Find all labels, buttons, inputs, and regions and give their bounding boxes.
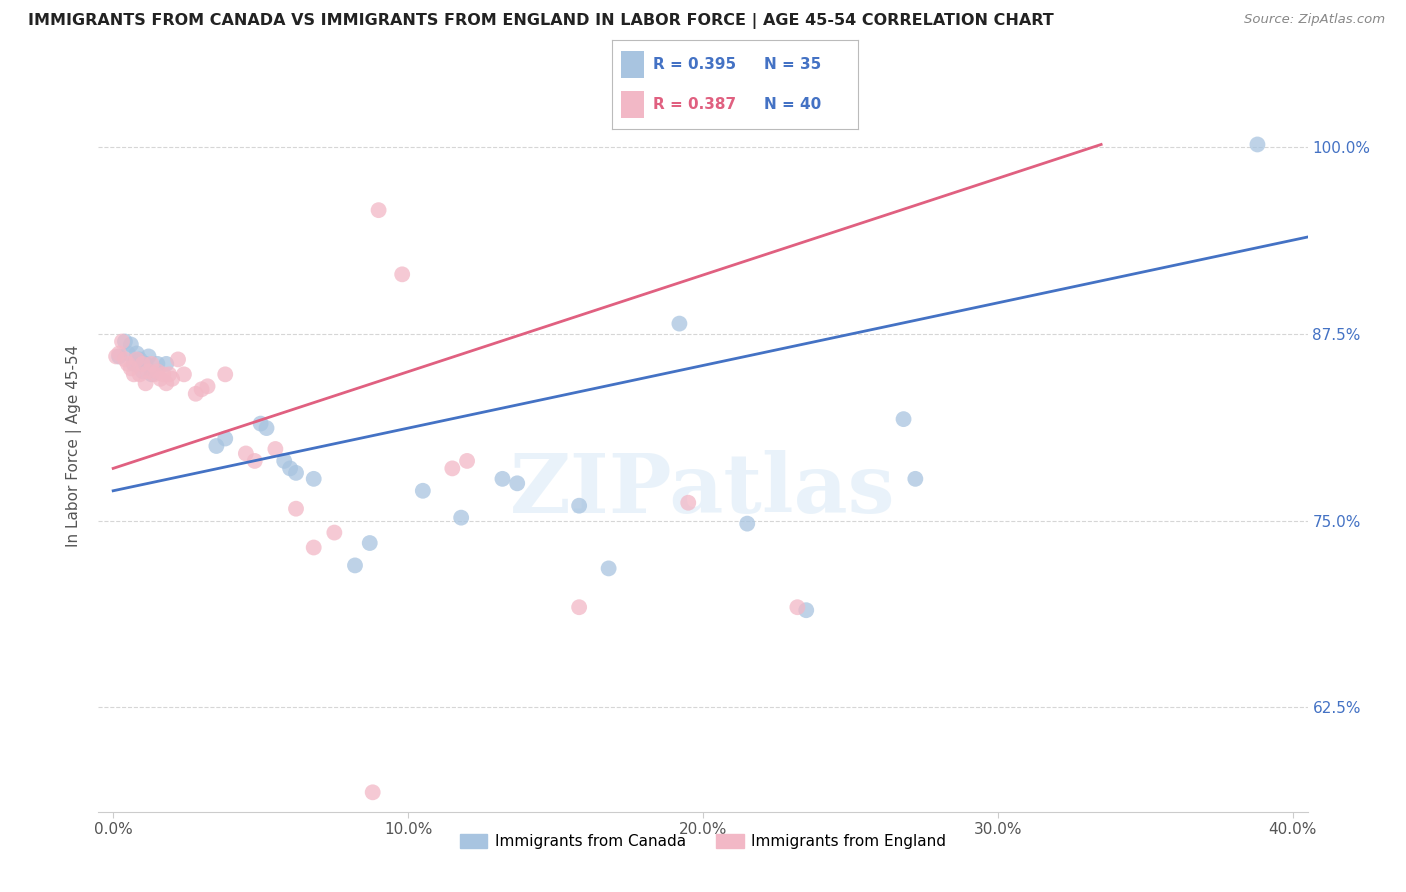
- Point: [1246, 137, 1268, 152]
- Point: [141, 357, 163, 371]
- Point: [197, 379, 219, 393]
- Point: [893, 412, 915, 426]
- Point: [678, 496, 700, 510]
- Point: [214, 368, 236, 382]
- Point: [786, 600, 808, 615]
- Point: [359, 536, 381, 550]
- Point: [160, 372, 183, 386]
- Point: [117, 346, 139, 360]
- Point: [122, 368, 145, 382]
- Point: [135, 357, 157, 371]
- Text: N = 40: N = 40: [765, 97, 821, 112]
- Point: [285, 466, 308, 480]
- Point: [125, 352, 148, 367]
- Point: [120, 337, 142, 351]
- Point: [568, 600, 591, 615]
- Point: [302, 541, 325, 555]
- Point: [111, 334, 134, 349]
- Point: [155, 357, 177, 371]
- Point: [105, 350, 128, 364]
- Point: [155, 376, 177, 391]
- Point: [302, 472, 325, 486]
- Point: [568, 499, 591, 513]
- Point: [243, 454, 266, 468]
- Point: [114, 352, 136, 367]
- Bar: [621, 91, 644, 118]
- Point: [278, 461, 301, 475]
- Point: [149, 372, 172, 386]
- Text: N = 35: N = 35: [765, 57, 821, 71]
- Point: [441, 461, 464, 475]
- Point: [264, 442, 287, 456]
- Bar: [621, 51, 644, 78]
- Text: R = 0.395: R = 0.395: [654, 57, 737, 71]
- Text: IMMIGRANTS FROM CANADA VS IMMIGRANTS FROM ENGLAND IN LABOR FORCE | AGE 45-54 COR: IMMIGRANTS FROM CANADA VS IMMIGRANTS FRO…: [28, 13, 1054, 29]
- Point: [167, 352, 190, 367]
- Point: [598, 561, 620, 575]
- Point: [141, 368, 163, 382]
- Point: [323, 525, 346, 540]
- Point: [122, 357, 145, 371]
- Point: [146, 364, 169, 378]
- Point: [157, 368, 180, 382]
- Point: [391, 268, 413, 282]
- Y-axis label: In Labor Force | Age 45-54: In Labor Force | Age 45-54: [66, 345, 83, 547]
- Point: [235, 446, 257, 460]
- Point: [904, 472, 927, 486]
- Point: [131, 357, 153, 371]
- Point: [117, 357, 139, 371]
- Point: [128, 368, 150, 382]
- Point: [138, 350, 160, 364]
- Point: [205, 439, 228, 453]
- Legend: Immigrants from Canada, Immigrants from England: Immigrants from Canada, Immigrants from …: [453, 828, 953, 855]
- Point: [131, 364, 153, 378]
- Point: [143, 368, 166, 382]
- Point: [273, 454, 295, 468]
- Point: [108, 346, 131, 360]
- Point: [135, 376, 157, 391]
- Point: [456, 454, 478, 468]
- Text: Source: ZipAtlas.com: Source: ZipAtlas.com: [1244, 13, 1385, 27]
- Point: [108, 350, 131, 364]
- Point: [367, 203, 389, 218]
- Point: [249, 417, 271, 431]
- Point: [190, 382, 212, 396]
- Point: [506, 476, 529, 491]
- Point: [361, 785, 384, 799]
- Point: [214, 432, 236, 446]
- Point: [173, 368, 195, 382]
- Point: [343, 558, 366, 573]
- Point: [491, 472, 513, 486]
- Point: [128, 352, 150, 367]
- Point: [152, 368, 174, 382]
- Point: [450, 510, 472, 524]
- Point: [146, 357, 169, 371]
- Point: [114, 334, 136, 349]
- Text: ZIPatlas: ZIPatlas: [510, 450, 896, 530]
- Point: [120, 361, 142, 376]
- Point: [125, 346, 148, 360]
- Point: [285, 501, 308, 516]
- Text: R = 0.387: R = 0.387: [654, 97, 737, 112]
- Point: [668, 317, 690, 331]
- Point: [735, 516, 758, 531]
- Point: [256, 421, 278, 435]
- Point: [184, 386, 207, 401]
- Point: [794, 603, 817, 617]
- Point: [138, 364, 160, 378]
- Point: [412, 483, 434, 498]
